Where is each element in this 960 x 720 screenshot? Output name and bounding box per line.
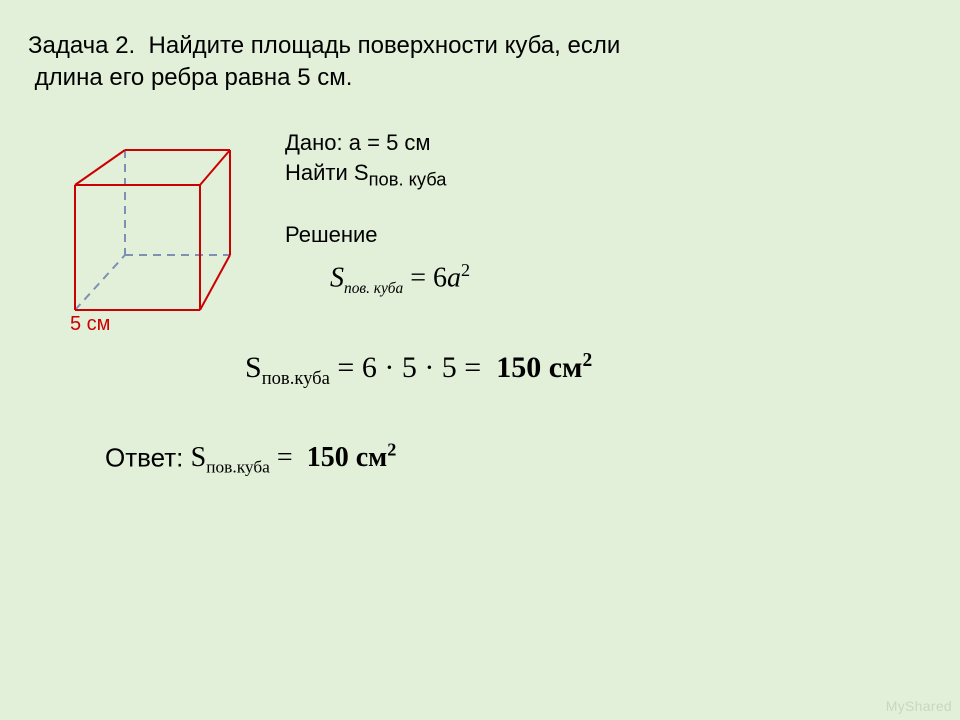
find-sub: пов. куба	[369, 168, 447, 189]
formula-sup: 2	[461, 260, 470, 280]
calc-result: 150 см2	[496, 351, 592, 384]
given-label: Дано:	[285, 130, 343, 155]
find-label: Найти	[285, 160, 348, 185]
answer-label: Ответ:	[105, 442, 183, 472]
answer-sub: пов.куба	[206, 458, 270, 477]
calc-S: S	[245, 351, 262, 384]
solution-label: Решение	[285, 222, 378, 248]
formula-sub: пов. куба	[344, 280, 403, 297]
cube-svg	[55, 130, 255, 330]
given-block: Дано: а = 5 см Найти Sпов. куба	[285, 128, 447, 192]
formula-var: a	[447, 262, 461, 293]
given-value: а = 5 см	[349, 130, 431, 155]
problem-label: Задача 2.	[28, 32, 135, 59]
slide-root: Задача 2. Найдите площадь поверхности ку…	[0, 0, 960, 720]
answer-value: 150 см2	[307, 442, 397, 473]
answer-eq: =	[270, 442, 300, 473]
watermark: MyShared	[886, 698, 952, 714]
cube-visible-edges	[75, 150, 230, 310]
find-symbol: S	[354, 160, 369, 185]
calc-expr: = 6 · 5 · 5 =	[330, 351, 489, 384]
formula-eq: = 6	[403, 262, 447, 293]
cube-diagram	[55, 130, 245, 330]
problem-text-l1: Найдите площадь поверхности куба, если	[149, 32, 621, 59]
cube-hidden-edges	[75, 150, 230, 310]
formula-S: S	[330, 262, 344, 293]
answer-line: Ответ: Sпов.куба = 150 см2	[105, 440, 396, 478]
calculation-line: Sпов.куба = 6 · 5 · 5 = 150 см2	[245, 350, 592, 390]
problem-text-l2: длина его ребра равна 5 см.	[35, 64, 353, 91]
answer-S: S	[191, 442, 207, 473]
cube-edge-label: 5 см	[70, 313, 110, 336]
calc-sub: пов.куба	[262, 368, 330, 389]
problem-statement: Задача 2. Найдите площадь поверхности ку…	[28, 30, 620, 95]
surface-area-formula: Sпов. куба = 6a2	[330, 260, 470, 298]
